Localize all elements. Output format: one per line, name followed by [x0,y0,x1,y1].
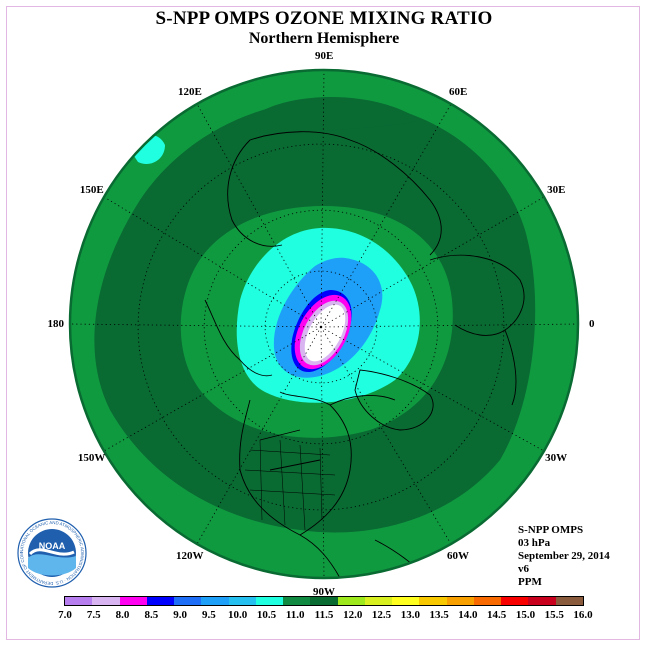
colorbar-tick-label: 14.5 [487,609,507,621]
ring-dark-green [94,99,536,533]
longitude-label: 30W [545,452,568,464]
meridian-line [320,326,545,452]
colorbar-segment [174,597,202,605]
colorbar-segment [255,597,284,605]
colorbar [64,596,584,606]
info-level: 03 hPa [518,537,551,549]
colorbar-tick-label: 10.5 [256,609,277,621]
info-instrument: S-NPP OMPS [518,524,584,536]
colorbar-segment [501,597,529,605]
longitude-label: 0 [589,318,595,330]
colorbar-tick-label: 11.0 [285,609,305,621]
contour-white-core [304,304,346,362]
colorbar-segment [310,597,339,605]
map-subtitle: Northern Hemisphere [248,30,400,47]
colorbar-tick-label: 9.0 [173,609,187,621]
coast-asia [227,131,442,256]
colorbar-segment [228,597,257,605]
longitude-label: 180 [47,318,65,330]
colorbar-segment [92,597,120,605]
colorbar-segment [337,597,366,605]
colorbar-tick-label: 15.0 [515,609,536,621]
us-state-lines [244,439,336,531]
colorbar-tick-label: 8.0 [115,609,130,621]
latitude-circle [137,143,505,511]
longitude-label: 60E [449,85,468,98]
meridian-line [320,196,545,328]
coast-europe [429,254,525,406]
colorbar-segment [283,597,311,605]
colorbar-tick-label: 8.5 [144,609,159,621]
colorbar-segment [146,597,175,605]
colorbar-tick-label: 13.0 [400,609,420,621]
figure-frame [6,6,640,640]
map-title: S-NPP OMPS OZONE MIXING RATIO [155,8,493,29]
longitude-label: 150E [79,184,104,196]
colorbar-tick-label: 7.5 [86,609,101,621]
latitude-circle [203,209,439,445]
logo-text: NOAA [39,541,66,551]
colorbar-segment [119,597,148,605]
colorbar-segment [555,597,584,605]
noaa-logo-icon: NOAA NATIONAL OCEANIC AND ATMOSPHERIC AD… [17,518,87,588]
colorbar-segment [419,597,448,605]
longitude-label: 30E [547,184,566,196]
graticule [69,69,579,579]
info-version: v6 [518,563,529,575]
meridian-line [320,323,579,328]
patch-dark-green-north [260,97,420,135]
colorbar-segment [528,597,557,605]
longitude-label: 150W [77,452,106,464]
colorbar-segment [446,597,475,605]
longitude-label: 120W [176,550,204,563]
colorbar-tick-label: 9.5 [202,609,216,621]
colorbar-segment [364,597,393,605]
colorbar-tick-label: 12.0 [343,609,363,621]
colorbar-tick-label: 13.5 [429,609,449,621]
coast-alaska [204,299,273,377]
colorbar-tick-label: 11.5 [314,609,334,621]
meridian-line [196,103,322,328]
colorbar-tick-label: 14.0 [458,609,478,621]
longitude-label: 90E [315,50,334,62]
info-date: September 29, 2014 [518,550,610,562]
colorbar-tick-label: 10.0 [228,609,248,621]
latitude-circle [264,270,378,384]
longitude-label: 60W [447,550,469,563]
colorbar-segment [473,597,502,605]
colorbar-segment [201,597,230,605]
info-block: S-NPP OMPS 03 hPa September 29, 2014 v6 … [518,524,610,589]
colorbar-tick-label: 12.5 [371,609,392,621]
meridian-line [320,103,452,328]
coast-greenland [354,369,434,431]
colorbar-segment [65,597,93,605]
longitude-label: 120E [178,85,202,98]
colorbar-tick-label: 16.0 [573,609,593,621]
meridian-line [320,326,452,545]
meridian-line [320,69,325,328]
globe-outline [68,68,580,580]
meridian-line [103,196,322,328]
longitude-label: 90W [313,586,335,598]
colorbar-segment [392,597,420,605]
colorbar-tick-label: 15.5 [544,609,564,621]
info-units: PPM [518,576,542,588]
colorbar-tick-label: 7.0 [58,609,72,621]
